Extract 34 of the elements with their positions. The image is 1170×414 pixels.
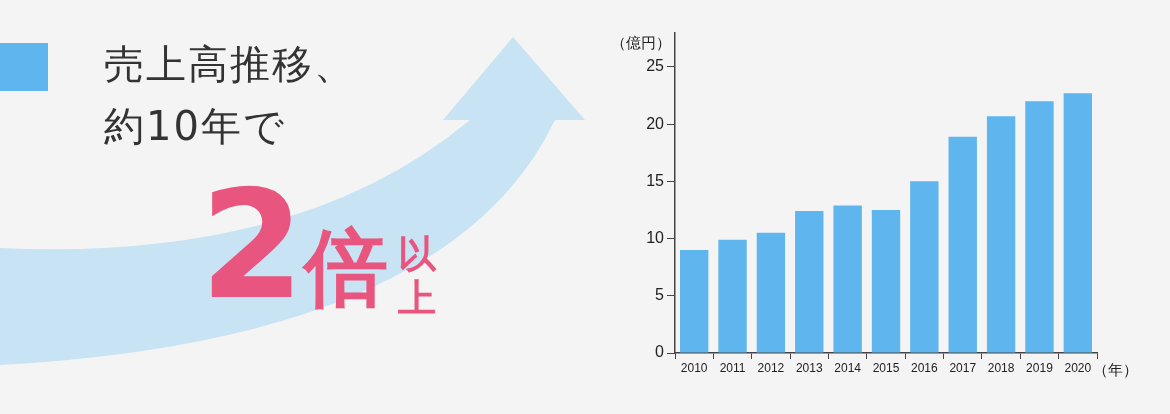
y-axis-title: （億円） (611, 33, 671, 52)
bar (986, 116, 1016, 353)
x-axis-title: （年） (1093, 360, 1138, 379)
x-tick-label: 2020 (1064, 360, 1092, 375)
y-tick-label: 5 (655, 286, 665, 304)
x-tick-label: 2015 (872, 360, 900, 375)
x-tick-label: 2016 (911, 360, 939, 375)
bar (718, 239, 747, 353)
bar (1063, 93, 1093, 353)
bar (833, 205, 862, 353)
x-tick-label: 2017 (949, 360, 977, 375)
text: 売上高推移、 (104, 40, 356, 89)
bar (948, 136, 977, 353)
x-tick-label: 2012 (757, 360, 785, 375)
bar (1025, 101, 1054, 353)
x-tick-label: 2010 (680, 360, 708, 375)
text: 2倍 (200, 158, 389, 334)
y-tick-label: 15 (646, 171, 665, 189)
bar (679, 250, 709, 353)
text: 約10年で (104, 102, 286, 151)
x-tick-label: 2019 (1026, 360, 1054, 375)
x-tick-label: 2014 (834, 360, 862, 375)
text: 以上 (398, 232, 436, 320)
y-tick-label: 0 (655, 343, 665, 361)
bar (756, 232, 786, 353)
x-tick-label: 2011 (719, 360, 746, 375)
bar (795, 211, 824, 353)
y-tick-label: 10 (646, 228, 665, 246)
bar (871, 209, 901, 353)
y-tick-label: 20 (646, 114, 665, 132)
bar (910, 181, 939, 353)
x-tick-label: 2018 (987, 360, 1015, 375)
x-tick-label: 2013 (795, 360, 823, 375)
y-tick-label: 25 (646, 57, 665, 75)
